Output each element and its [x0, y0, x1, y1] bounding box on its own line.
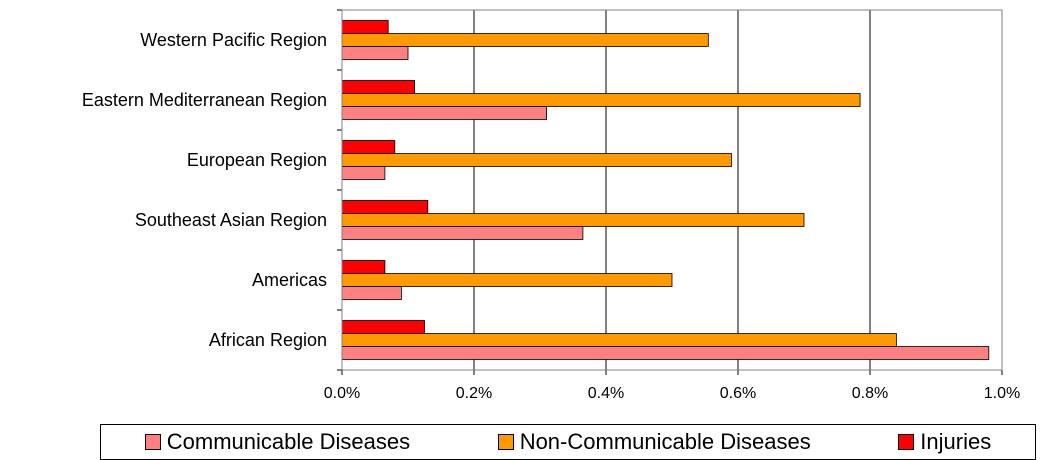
category-label: European Region — [187, 150, 327, 170]
legend: Communicable Diseases Non-Communicable D… — [100, 424, 1036, 460]
legend-swatch-communicable — [144, 434, 161, 450]
bar-non-communicable-diseases — [341, 333, 897, 347]
x-tick-label: 0.8% — [852, 385, 888, 402]
x-tick-label: 0.6% — [720, 385, 756, 402]
bar-non-communicable-diseases — [341, 213, 805, 227]
bar-communicable-diseases — [341, 166, 386, 180]
category-label: Southeast Asian Region — [135, 210, 327, 230]
bar-non-communicable-diseases — [341, 153, 732, 167]
bar-injuries — [341, 260, 386, 274]
x-tick-label: 0.4% — [588, 385, 624, 402]
bar-injuries — [341, 20, 389, 34]
category-label: Americas — [252, 270, 327, 290]
bars — [341, 20, 990, 360]
bar-communicable-diseases — [341, 106, 548, 120]
category-label: Western Pacific Region — [140, 30, 327, 50]
bar-communicable-diseases — [341, 286, 402, 300]
bar-non-communicable-diseases — [341, 273, 673, 287]
legend-label-injuries: Injuries — [920, 429, 992, 454]
bar-non-communicable-diseases — [341, 33, 709, 47]
legend-item-injuries: Injuries — [898, 429, 991, 455]
bar-non-communicable-diseases — [341, 93, 861, 107]
bar-chart: Western Pacific Region Eastern Mediterran… — [82, 9, 1020, 402]
legend-item-non-communicable: Non-Communicable Diseases — [497, 429, 811, 455]
bar-communicable-diseases — [341, 226, 584, 240]
x-tick-label: 0.2% — [456, 385, 492, 402]
x-tick-label: 0.0% — [324, 385, 360, 402]
legend-label-non-communicable: Non-Communicable Diseases — [519, 429, 811, 454]
gridlines — [337, 9, 1003, 375]
bar-communicable-diseases — [341, 346, 990, 360]
category-labels: Western Pacific Region Eastern Mediterran… — [82, 30, 327, 350]
x-tick-label: 1.0% — [984, 385, 1020, 402]
legend-swatch-injuries — [898, 434, 915, 450]
plot-area-frame — [341, 9, 1003, 371]
bar-communicable-diseases — [341, 46, 409, 60]
bar-injuries — [341, 80, 415, 94]
legend-swatch-non-communicable — [497, 434, 514, 450]
category-label: African Region — [209, 330, 327, 350]
legend-item-communicable: Communicable Diseases — [144, 429, 411, 455]
category-label: Eastern Mediterranean Region — [82, 90, 327, 110]
x-tick-labels: 0.0% 0.2% 0.4% 0.6% 0.8% 1.0% — [324, 385, 1020, 402]
bar-injuries — [341, 140, 396, 154]
bar-injuries — [341, 320, 425, 334]
bar-injuries — [341, 200, 429, 214]
legend-label-communicable: Communicable Diseases — [166, 429, 411, 454]
